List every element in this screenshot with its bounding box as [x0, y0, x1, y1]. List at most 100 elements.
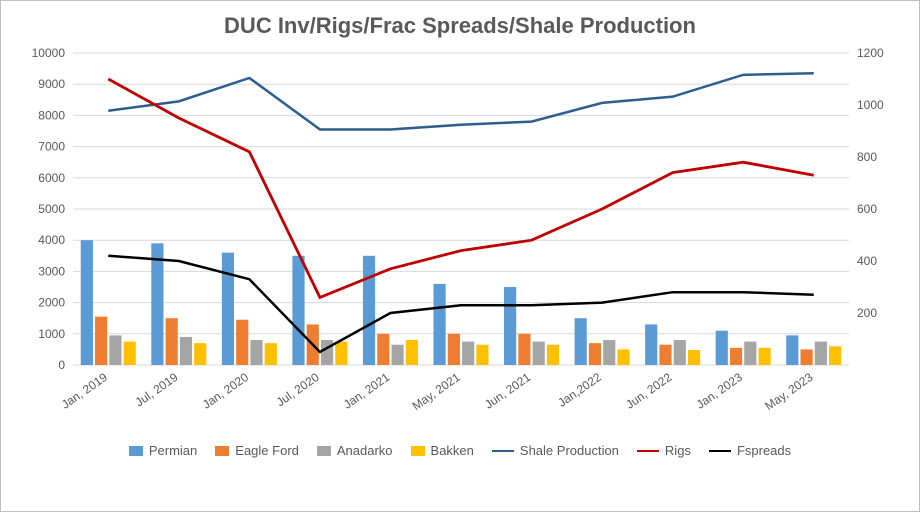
bar-bakken	[335, 342, 347, 365]
y2-tick-label: 1000	[857, 98, 884, 112]
y2-tick-label: 1200	[857, 47, 884, 60]
bar-anadarko	[674, 340, 686, 365]
bar-eagle-ford	[659, 345, 671, 365]
legend-label: Fspreads	[737, 443, 791, 458]
legend-label: Eagle Ford	[235, 443, 299, 458]
bar-eagle-ford	[801, 349, 813, 365]
legend-item-anadarko: Anadarko	[317, 443, 393, 458]
y1-tick-label: 9000	[38, 77, 65, 91]
bar-eagle-ford	[448, 334, 460, 365]
bar-bakken	[829, 346, 841, 365]
x-tick-label: Jan, 2019	[59, 370, 110, 412]
legend-item-eagle-ford: Eagle Ford	[215, 443, 299, 458]
x-tick-label: May, 2021	[410, 370, 463, 413]
bar-anadarko	[180, 337, 192, 365]
bar-anadarko	[815, 342, 827, 365]
bar-permian	[363, 256, 375, 365]
y1-tick-label: 7000	[38, 140, 65, 154]
legend-item-fspreads: Fspreads	[709, 443, 791, 458]
bar-permian	[292, 256, 304, 365]
x-tick-label: Jun, 2022	[623, 370, 674, 412]
legend-swatch	[215, 446, 229, 456]
y1-tick-label: 3000	[38, 264, 65, 278]
y1-tick-label: 1000	[38, 327, 65, 341]
bar-eagle-ford	[730, 348, 742, 365]
bar-permian	[645, 324, 657, 365]
y1-tick-label: 8000	[38, 108, 65, 122]
bar-permian	[222, 253, 234, 365]
bar-anadarko	[462, 342, 474, 365]
legend-swatch	[709, 450, 731, 452]
bar-bakken	[406, 340, 418, 365]
bar-eagle-ford	[166, 318, 178, 365]
x-tick-label: Jan, 2020	[200, 370, 251, 412]
bar-anadarko	[533, 342, 545, 365]
y2-tick-label: 400	[857, 254, 877, 268]
legend-item-rigs: Rigs	[637, 443, 691, 458]
y1-tick-label: 0	[58, 358, 65, 372]
line-rigs	[108, 79, 813, 297]
bar-permian	[716, 331, 728, 365]
bar-bakken	[194, 343, 206, 365]
legend-label: Rigs	[665, 443, 691, 458]
x-tick-label: Jan,2022	[555, 370, 604, 410]
x-tick-label: Jan, 2023	[694, 370, 745, 412]
chart-title: DUC Inv/Rigs/Frac Spreads/Shale Producti…	[19, 13, 901, 39]
legend-swatch	[492, 450, 514, 452]
plot-area: 0100020003000400050006000700080009000100…	[19, 47, 901, 437]
bar-permian	[151, 243, 163, 365]
legend-swatch	[637, 450, 659, 452]
legend-label: Shale Production	[520, 443, 619, 458]
bar-permian	[575, 318, 587, 365]
legend-swatch	[129, 446, 143, 456]
legend-label: Permian	[149, 443, 197, 458]
y2-tick-label: 800	[857, 150, 877, 164]
bar-bakken	[617, 349, 629, 365]
legend-item-bakken: Bakken	[411, 443, 474, 458]
chart-svg: 0100020003000400050006000700080009000100…	[19, 47, 903, 437]
line-shale-production	[108, 73, 813, 129]
legend-item-shale-production: Shale Production	[492, 443, 619, 458]
gridlines	[73, 53, 849, 365]
y1-tick-label: 6000	[38, 171, 65, 185]
bar-bakken	[688, 350, 700, 365]
bar-bakken	[476, 345, 488, 365]
bar-permian	[786, 335, 798, 365]
legend-swatch	[317, 446, 331, 456]
bar-bakken	[124, 342, 136, 365]
y2-tick-label: 600	[857, 202, 877, 216]
chart-container: DUC Inv/Rigs/Frac Spreads/Shale Producti…	[0, 0, 920, 512]
x-tick-label: Jul, 2020	[274, 370, 322, 410]
bar-eagle-ford	[518, 334, 530, 365]
bar-bakken	[547, 345, 559, 365]
bar-eagle-ford	[377, 334, 389, 365]
bar-eagle-ford	[589, 343, 601, 365]
bar-eagle-ford	[236, 320, 248, 365]
bar-anadarko	[109, 335, 121, 365]
bar-anadarko	[321, 340, 333, 365]
x-tick-label: Jul, 2019	[133, 370, 181, 410]
bar-permian	[433, 284, 445, 365]
y1-tick-label: 2000	[38, 296, 65, 310]
legend-item-permian: Permian	[129, 443, 197, 458]
y2-tick-label: 200	[857, 306, 877, 320]
bar-bakken	[265, 343, 277, 365]
legend-label: Anadarko	[337, 443, 393, 458]
bar-permian	[504, 287, 516, 365]
x-tick-label: Jun, 2021	[482, 370, 533, 412]
legend: Permian Eagle Ford Anadarko Bakken Shale Pro…	[19, 443, 901, 458]
bar-anadarko	[392, 345, 404, 365]
y1-tick-label: 5000	[38, 202, 65, 216]
bar-eagle-ford	[95, 317, 107, 365]
bar-anadarko	[250, 340, 262, 365]
x-tick-label: Jan, 2021	[341, 370, 392, 412]
y1-tick-label: 10000	[32, 47, 66, 60]
line-fspreads	[108, 256, 813, 352]
bar-anadarko	[744, 342, 756, 365]
bar-permian	[81, 240, 93, 365]
legend-swatch	[411, 446, 425, 456]
x-tick-label: May, 2023	[762, 370, 815, 413]
legend-label: Bakken	[431, 443, 474, 458]
bar-anadarko	[603, 340, 615, 365]
bar-bakken	[759, 348, 771, 365]
